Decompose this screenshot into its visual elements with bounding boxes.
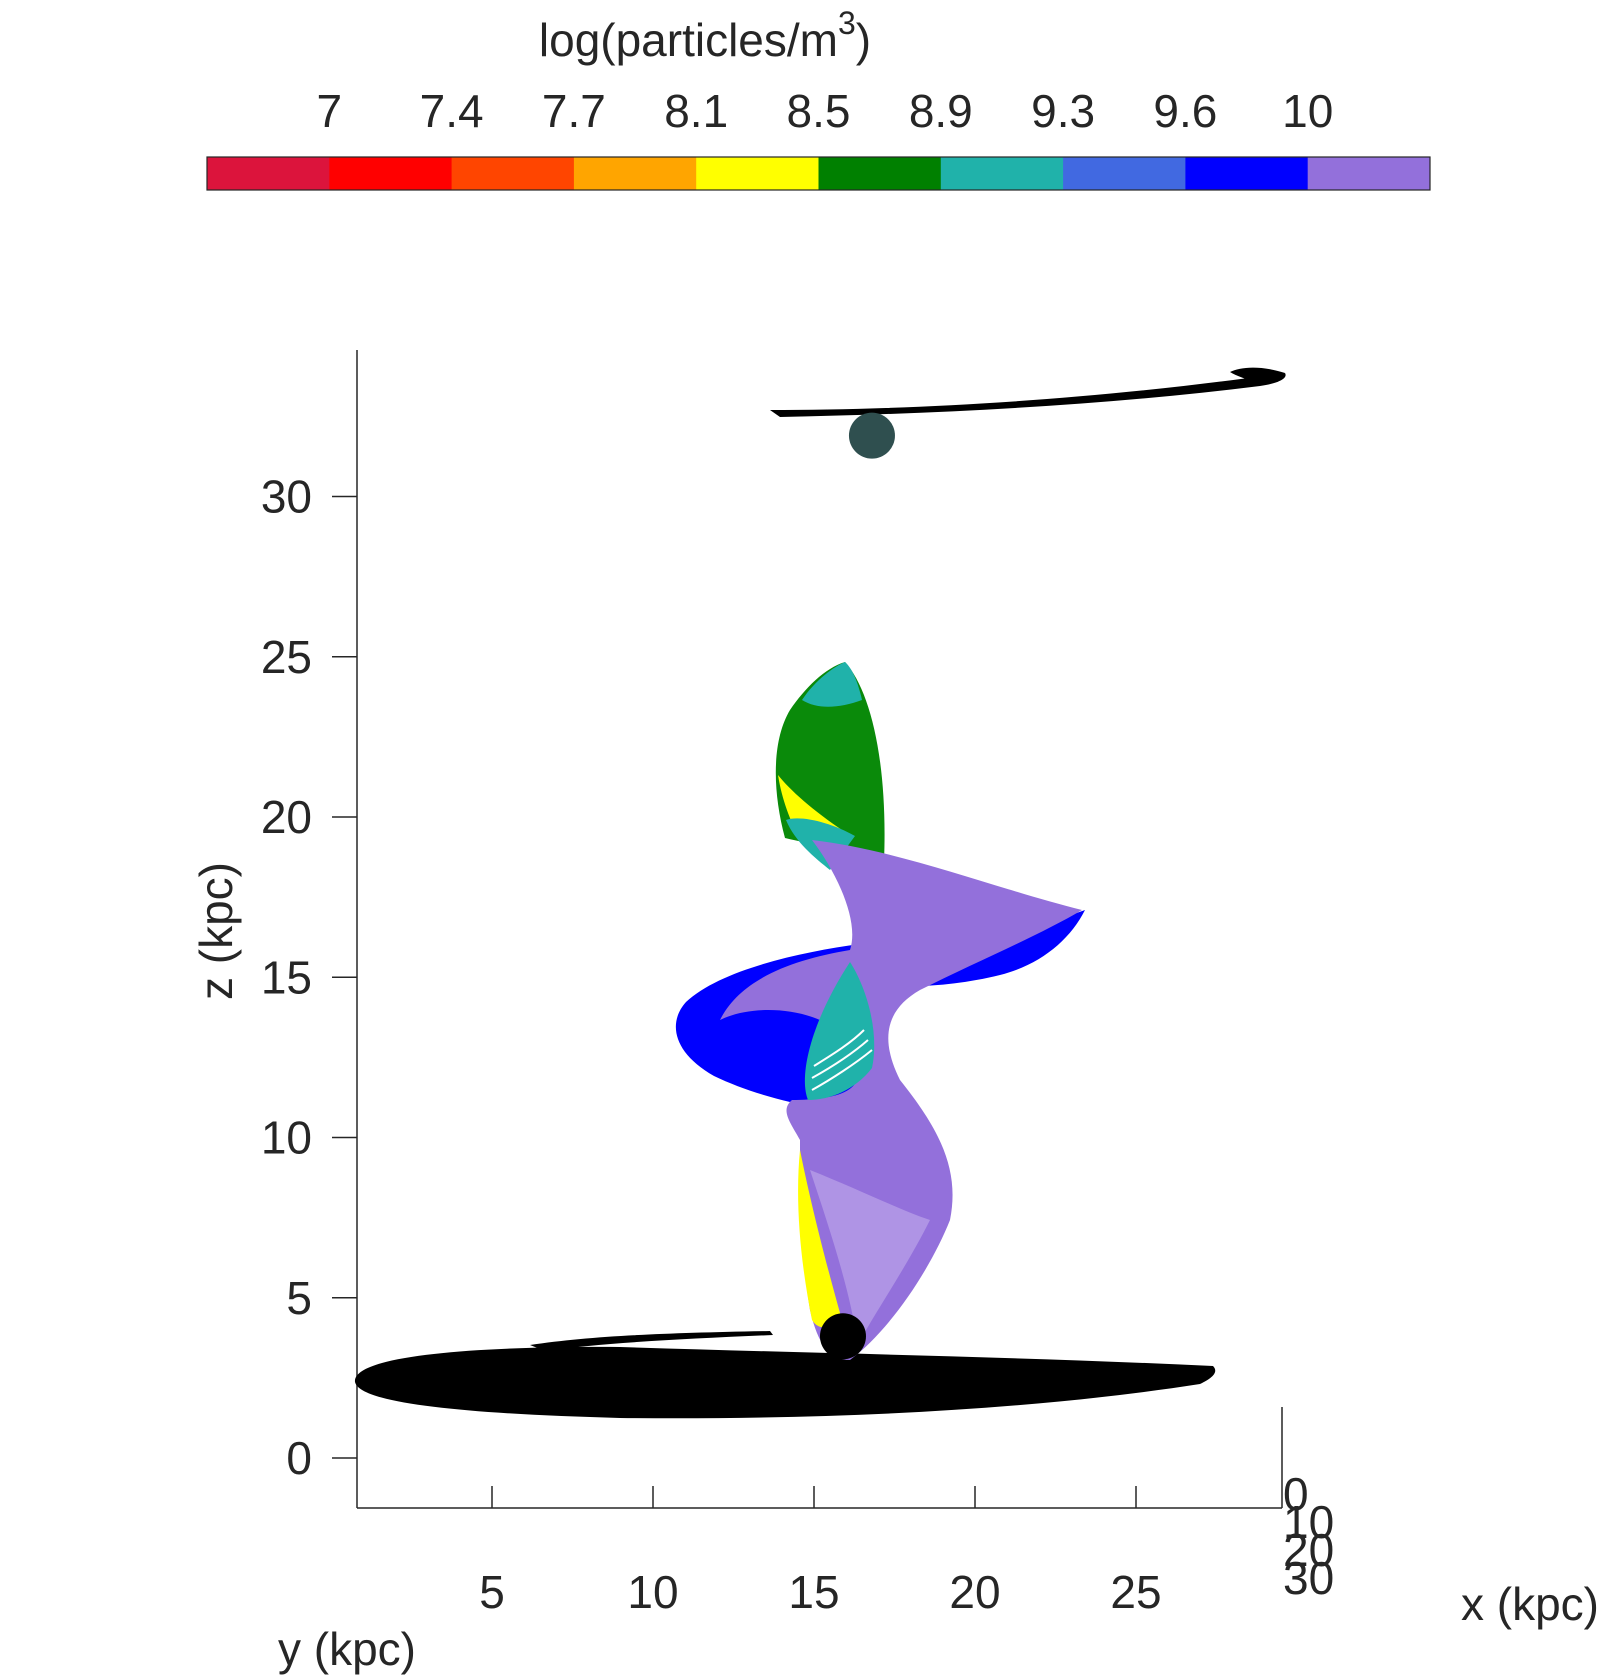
z-tick-label: 15 [261,951,312,1003]
colorbar-title-main: log(particles/m [539,14,838,66]
stream-inner-cone [804,962,875,1100]
colorbar-frame [206,156,1431,191]
colorbar-segment-0 [207,157,330,190]
stream-inner-cone-lines [811,1029,873,1091]
z-tick-label: 30 [261,471,312,523]
y-axis-ticks: 5 10 15 20 25 [479,1486,1162,1618]
z-axis-label: z (kpc) [190,862,242,1000]
z-axis-ticks: 0 5 10 15 20 25 30 [261,471,357,1484]
y-tick-label: 25 [1110,1566,1161,1618]
lower-body-marker [819,1313,866,1360]
colorbar-segments [207,157,1431,190]
colorbar-tick-label: 8.1 [664,85,728,137]
z-tick-label: 25 [261,631,312,683]
colorbar-segment-7 [1063,157,1186,190]
colorbar-tick-label: 10 [1282,85,1333,137]
y-tick-label: 15 [788,1566,839,1618]
colorbar-tick-label: 8.9 [909,85,973,137]
colorbar-tick-labels: 7 7.4 7.7 8.1 8.5 8.9 9.3 9.6 10 [317,85,1334,137]
x-tick-label: 10 [1283,1496,1334,1548]
y-tick-label: 10 [627,1566,678,1618]
colorbar-tick-label: 9.3 [1031,85,1095,137]
colorbar-segment-6 [940,157,1064,190]
colorbar-segment-5 [818,157,942,190]
lower-galaxy-disk [354,1346,1216,1419]
stream-lower-lilac [810,1170,930,1345]
colorbar-segment-1 [329,157,453,190]
plot-data [354,367,1286,1419]
colorbar-segment-2 [451,157,575,190]
colorbar-tick-label: 7 [317,85,343,137]
colorbar-tick-label: 9.6 [1153,85,1217,137]
colorbar-title: log(particles/m3) [539,5,871,66]
z-tick-label: 0 [286,1432,312,1484]
upper-body-marker [848,412,895,459]
colorbar-tick-label: 7.4 [420,85,484,137]
colorbar-title-superscript: 3 [838,5,856,41]
z-tick-label: 5 [286,1272,312,1324]
stream-purple-sheet [720,840,1082,1360]
x-tick-label: 0 [1283,1468,1309,1520]
z-tick-label: 20 [261,791,312,843]
colorbar-segment-8 [1185,157,1309,190]
stream-upper-tip [802,662,862,707]
x-tick-label: 30 [1283,1552,1334,1604]
x-axis-label: x (kpc) [1461,1578,1599,1630]
colorbar-tick-label: 8.5 [787,85,851,137]
colorbar-title-close: ) [856,14,871,66]
upper-galaxy-disk [770,373,1286,417]
upper-galaxy-arm [1230,367,1285,384]
y-tick-label: 5 [479,1566,505,1618]
colorbar-segment-4 [696,157,819,190]
colorbar-segment-9 [1307,157,1431,190]
colorbar-segment-3 [573,157,697,190]
z-tick-label: 10 [261,1112,312,1164]
lower-galaxy-arm [530,1331,773,1351]
colorbar: log(particles/m3) 7 7.4 7.7 8.1 8.5 8.9 9.3 9.6… [206,5,1431,191]
colorbar-tick-label: 7.7 [542,85,606,137]
stream-lower-yellow [798,1150,842,1328]
y-tick-label: 20 [949,1566,1000,1618]
y-axis-label: y (kpc) [278,1623,416,1675]
x-tick-label: 20 [1283,1524,1334,1576]
